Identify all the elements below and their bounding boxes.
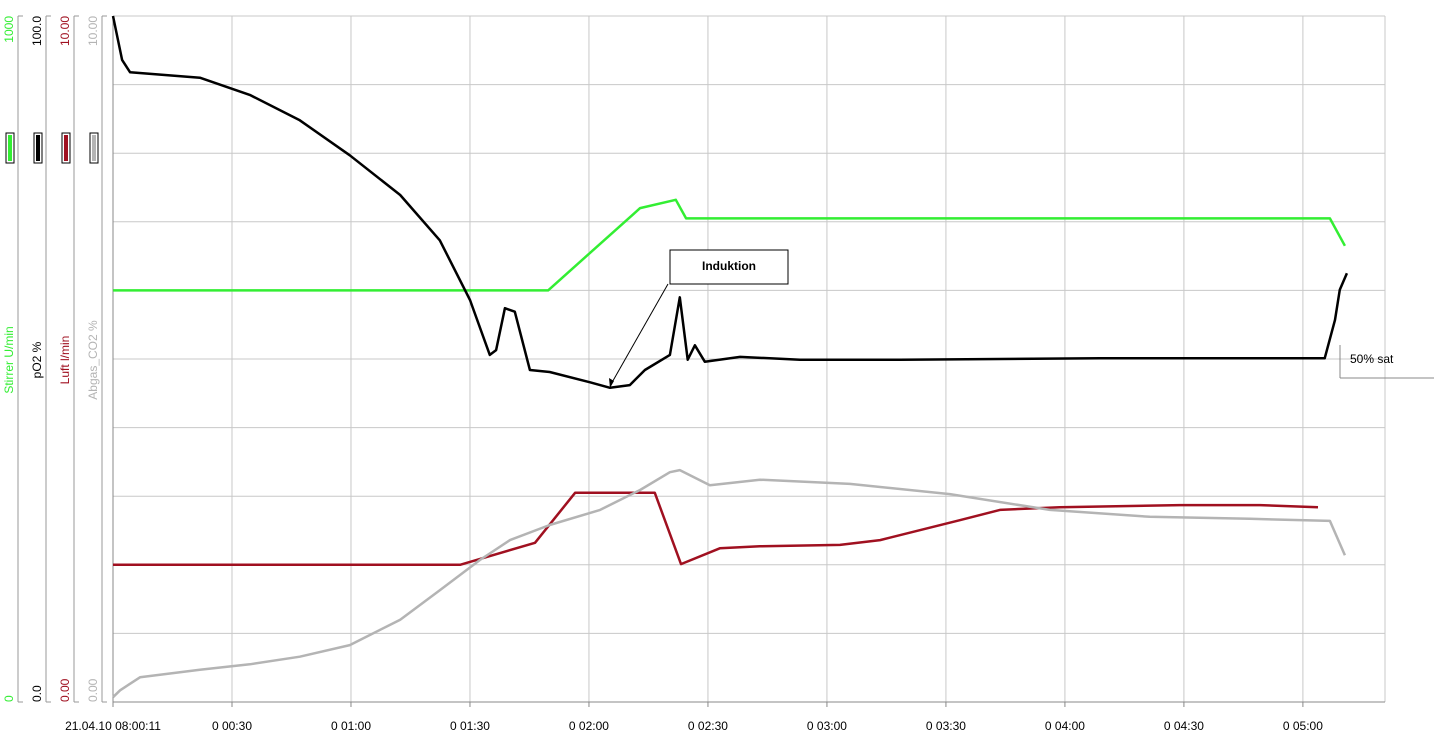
annotation-arrow bbox=[609, 283, 669, 387]
y-tick-label: 100.0 bbox=[30, 16, 44, 46]
y-tick-label: 1000 bbox=[2, 16, 16, 43]
x-tick-label: 0 01:00 bbox=[331, 719, 371, 733]
y-tick-label: 10.00 bbox=[58, 16, 72, 46]
y-tick-label: 0.00 bbox=[58, 678, 72, 702]
x-tick-label: 0 02:00 bbox=[569, 719, 609, 733]
axis-title: Luft l/min bbox=[58, 336, 72, 385]
annotation-box bbox=[1339, 345, 1434, 379]
x-tick-label: 0 05:00 bbox=[1283, 719, 1323, 733]
x-tick-label: 0 00:30 bbox=[212, 719, 252, 733]
axis-handle-fill bbox=[36, 135, 40, 161]
axis-handle-fill bbox=[64, 135, 68, 161]
x-tick-label: 0 03:00 bbox=[807, 719, 847, 733]
x-tick-label: 0 01:30 bbox=[450, 719, 490, 733]
y-tick-label: 10.00 bbox=[86, 16, 100, 46]
series-line bbox=[113, 198, 1346, 292]
annotation-box bbox=[669, 249, 789, 285]
x-tick-label: 0 04:30 bbox=[1164, 719, 1204, 733]
series-line bbox=[112, 468, 1347, 699]
axis-handle-fill bbox=[8, 135, 12, 161]
series-line bbox=[113, 491, 1319, 567]
x-tick-label: 21.04.10 08:00:11 bbox=[65, 719, 161, 733]
axis-title: pO2 % bbox=[30, 341, 44, 378]
x-tick-label: 0 03:30 bbox=[926, 719, 966, 733]
annotation-text: Induktion bbox=[702, 259, 756, 273]
annotation: Induktion bbox=[609, 249, 789, 388]
annotation-arrowhead bbox=[609, 378, 614, 388]
y-tick-label: 0 bbox=[2, 695, 16, 702]
annotation: 50% sat bbox=[1339, 345, 1434, 379]
series-line bbox=[111, 15, 1349, 390]
annotation-text: 50% sat bbox=[1350, 352, 1394, 366]
x-tick-label: 0 04:00 bbox=[1045, 719, 1085, 733]
axis-title: Abgas_CO2 % bbox=[86, 320, 100, 400]
y-tick-label: 0.0 bbox=[30, 685, 44, 702]
axis-handle-fill bbox=[92, 135, 96, 161]
x-tick-label: 0 02:30 bbox=[688, 719, 728, 733]
axis-title: Stirrer U/min bbox=[2, 326, 16, 393]
y-tick-label: 0.00 bbox=[86, 678, 100, 702]
